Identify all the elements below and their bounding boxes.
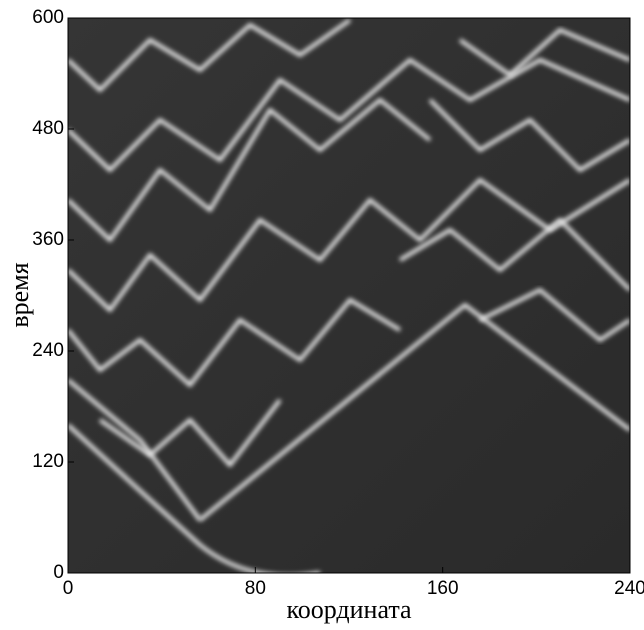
y-axis-label: время <box>5 262 34 327</box>
x-axis-label: координата <box>286 595 412 624</box>
plot-frame <box>67 17 631 574</box>
x-tick-label: 0 <box>63 578 74 599</box>
y-tick-label: 360 <box>32 229 64 250</box>
y-tick-label: 240 <box>32 340 64 361</box>
y-tick-label: 120 <box>32 451 64 472</box>
x-tick-label: 80 <box>245 578 266 599</box>
x-tick-label: 240 <box>614 578 644 599</box>
x-tick-label: 160 <box>427 578 459 599</box>
y-tick-label: 480 <box>32 118 64 139</box>
field-image <box>68 18 630 573</box>
y-tick-label: 0 <box>53 562 64 583</box>
y-tick-label: 600 <box>32 7 64 28</box>
